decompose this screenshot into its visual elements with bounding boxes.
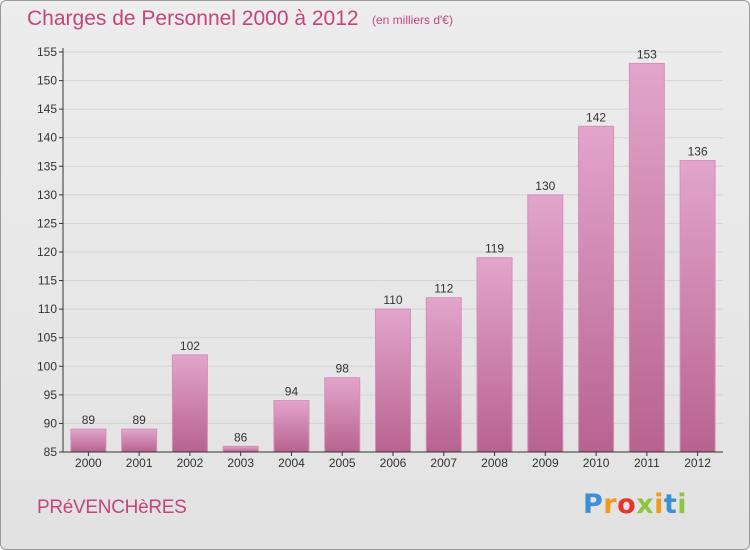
- y-tick-label: 145: [37, 102, 57, 116]
- y-tick-label: 105: [37, 331, 57, 345]
- bar: [70, 428, 107, 453]
- y-axis-ticks: 85 90 95 100 105 110 115 120 125 130 135 140 145 150 1…: [37, 45, 63, 459]
- y-tick-label: 110: [38, 302, 57, 316]
- logo-letter: o: [617, 489, 637, 520]
- bar: [578, 125, 615, 453]
- y-tick-label: 95: [44, 388, 58, 402]
- bar-value-label: 89: [82, 413, 96, 427]
- bar-value-label: 110: [383, 293, 402, 307]
- x-tick-label: 2009: [532, 456, 559, 470]
- logo-letter: P: [583, 489, 604, 520]
- y-tick-label: 155: [37, 45, 57, 59]
- x-tick-label: 2010: [583, 456, 610, 470]
- bar: [375, 308, 411, 453]
- commune-name: PRéVENCHèRES: [37, 497, 187, 518]
- bar-value-label: 94: [285, 385, 299, 399]
- y-tick-label: 140: [37, 131, 57, 145]
- logo-letter: i: [654, 489, 664, 520]
- bar-value-label: 89: [132, 413, 146, 427]
- y-tick-label: 85: [44, 445, 58, 459]
- bar: [679, 160, 716, 453]
- bar: [324, 377, 361, 453]
- proxiti-logo[interactable]: Proxiti: [583, 489, 687, 520]
- bar-value-label: 136: [688, 145, 708, 159]
- x-tick-label: 2002: [177, 456, 204, 470]
- bar: [222, 445, 259, 453]
- logo-letter: i: [677, 489, 688, 520]
- x-tick-label: 2007: [430, 456, 457, 470]
- logo-letter: x: [636, 489, 655, 520]
- bar-value-label: 153: [637, 47, 657, 61]
- x-tick-label: 2004: [278, 456, 305, 470]
- bar: [476, 257, 513, 453]
- chart-title: Charges de Personnel 2000 à 2012: [27, 7, 359, 30]
- y-tick-label: 90: [44, 416, 58, 430]
- chart-subtitle: (en milliers d'€): [372, 13, 453, 27]
- bar: [121, 428, 158, 453]
- y-tick-label: 100: [37, 359, 57, 373]
- y-tick-label: 125: [37, 216, 57, 230]
- bar-value-label: 86: [234, 430, 248, 444]
- bar: [273, 400, 310, 453]
- bar-value-label: 142: [586, 110, 606, 124]
- bar-value-label: 130: [535, 179, 555, 193]
- x-tick-label: 2001: [126, 456, 153, 470]
- x-tick-label: 2005: [329, 456, 356, 470]
- x-tick-label: 2008: [481, 456, 508, 470]
- x-tick-label: 2011: [634, 456, 660, 470]
- bar: [628, 62, 665, 453]
- y-tick-label: 150: [37, 74, 57, 88]
- y-tick-label: 135: [37, 159, 57, 173]
- y-tick-label: 115: [38, 274, 57, 288]
- x-tick-label: 2000: [75, 456, 102, 470]
- bar: [171, 354, 208, 453]
- bar-value-label: 102: [180, 339, 200, 353]
- x-tick-label: 2006: [380, 456, 407, 470]
- bar-value-label: 119: [485, 242, 504, 256]
- y-tick-label: 120: [37, 245, 57, 259]
- y-tick-label: 130: [37, 188, 57, 202]
- x-tick-label: 2012: [684, 456, 711, 470]
- x-axis-ticks: 2000 2001 2002 2003 2004 2005 2006 2007 2008 2009…: [75, 452, 711, 470]
- logo-letter: t: [663, 489, 678, 520]
- logo-letter: r: [603, 489, 618, 520]
- bars: 89 89 102 86 94 98 110 112 119 130 142 153 136: [70, 47, 716, 453]
- bar-value-label: 112: [434, 282, 453, 296]
- bar-value-label: 98: [336, 362, 350, 376]
- bar: [527, 194, 564, 453]
- x-tick-label: 2003: [227, 456, 254, 470]
- bar: [425, 297, 462, 453]
